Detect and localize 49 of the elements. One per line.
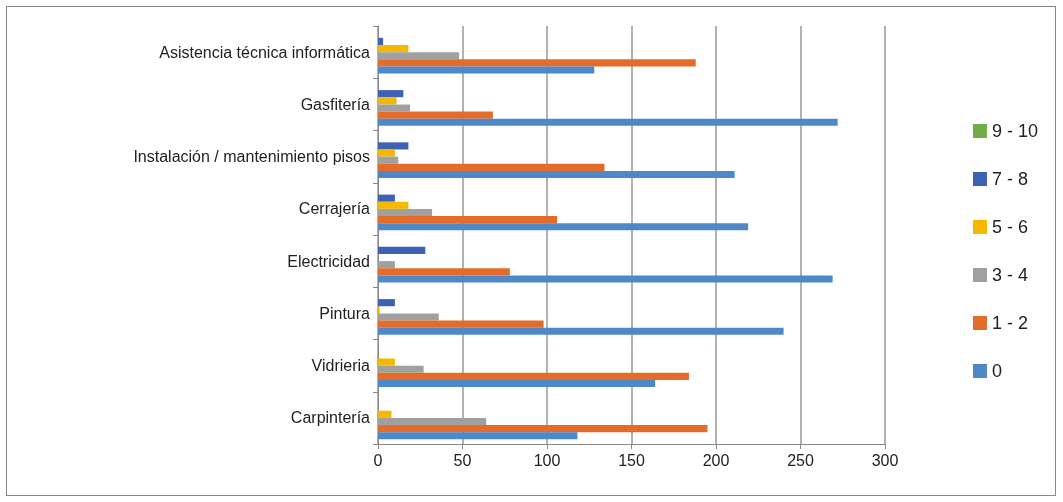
bar bbox=[378, 268, 510, 276]
legend-label: 9 - 10 bbox=[991, 121, 1038, 141]
bar bbox=[378, 163, 605, 171]
x-tick-label: 150 bbox=[618, 451, 645, 469]
x-tick-label: 200 bbox=[702, 451, 730, 469]
bar bbox=[378, 170, 735, 179]
bar bbox=[378, 320, 544, 328]
x-tick-label: 100 bbox=[533, 451, 561, 469]
bar bbox=[378, 149, 395, 157]
bar bbox=[378, 327, 784, 335]
x-tick-label: 300 bbox=[871, 451, 899, 469]
bar bbox=[378, 425, 708, 433]
bar bbox=[378, 432, 578, 440]
bar bbox=[378, 142, 409, 150]
bar bbox=[378, 299, 395, 307]
bar bbox=[378, 379, 656, 388]
bar bbox=[378, 275, 833, 283]
y-tick-label: Vidrieria bbox=[311, 357, 371, 375]
bar bbox=[378, 223, 749, 231]
bar bbox=[378, 194, 395, 202]
legend-label: 0 bbox=[991, 361, 1002, 381]
legend-label: 7 - 8 bbox=[991, 169, 1028, 189]
y-tick-label: Instalación / mantenimiento pisos bbox=[133, 148, 370, 166]
bar bbox=[378, 90, 404, 98]
bar bbox=[378, 216, 558, 224]
bar bbox=[378, 44, 409, 53]
bar bbox=[378, 201, 409, 209]
x-tick-label: 50 bbox=[453, 451, 472, 469]
bar bbox=[378, 410, 392, 418]
legend-label: 5 - 6 bbox=[991, 217, 1028, 237]
bar bbox=[378, 372, 689, 380]
bar bbox=[378, 59, 696, 67]
bar bbox=[378, 111, 493, 119]
y-tick-label: Carpintería bbox=[290, 409, 371, 427]
y-tick-label: Pintura bbox=[319, 304, 371, 322]
y-tick-label: Gasfitería bbox=[300, 95, 371, 113]
y-tick-label: Electricidad bbox=[287, 252, 370, 270]
x-tick-label: 0 bbox=[373, 451, 383, 469]
bar bbox=[378, 358, 395, 366]
bar bbox=[378, 97, 397, 105]
bar bbox=[378, 246, 426, 254]
legend-label: 3 - 4 bbox=[991, 265, 1028, 285]
y-tick-label: Asistencia técnica informática bbox=[159, 43, 371, 61]
legend-label: 1 - 2 bbox=[991, 313, 1028, 333]
x-tick-label: 250 bbox=[787, 451, 814, 469]
bar bbox=[378, 66, 595, 74]
bar bbox=[378, 37, 384, 45]
bar bbox=[378, 118, 838, 126]
y-tick-label: Cerrajería bbox=[298, 200, 371, 218]
